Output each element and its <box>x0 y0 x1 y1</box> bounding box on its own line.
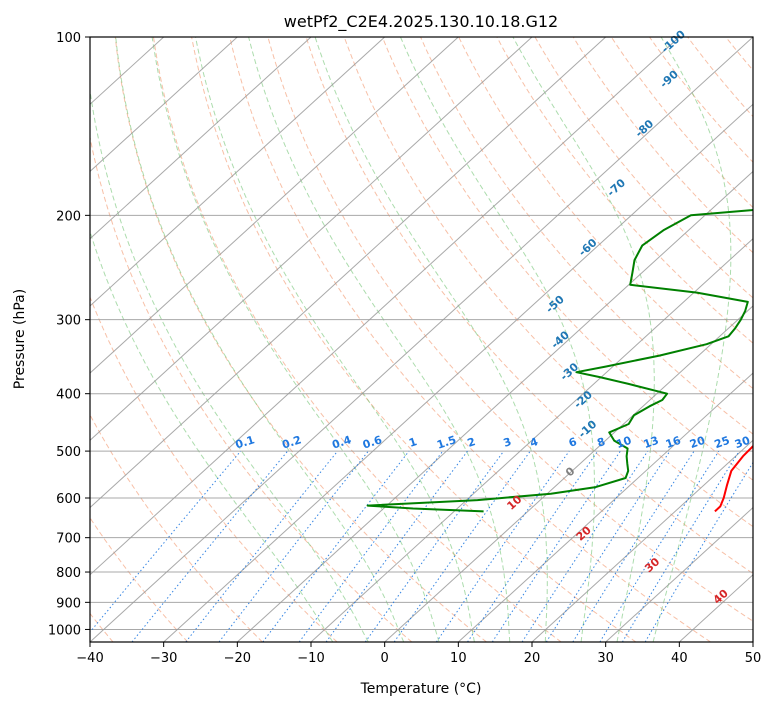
mixing-ratio-label: 25 <box>713 434 732 451</box>
dry-adiabat-line <box>343 37 753 528</box>
mixing-ratio-label: 13 <box>642 434 661 451</box>
y-tick-label: 700 <box>56 532 81 547</box>
dry-adiabat-line <box>90 295 338 642</box>
chart-title: wetPf2_C2E4.2025.130.10.18.G12 <box>284 12 558 32</box>
y-tick-label: 800 <box>56 566 81 581</box>
sounding-profiles <box>366 208 753 513</box>
y-tick-label: 200 <box>56 209 81 224</box>
mixing-ratio-label: 8 <box>595 435 607 450</box>
x-tick-label: 50 <box>745 651 762 666</box>
temperature-line <box>714 444 753 513</box>
mixing-ratio-line <box>621 450 740 642</box>
plot-frame <box>89 36 754 643</box>
x-tick-label: −20 <box>224 651 251 666</box>
isotherm-line <box>90 37 312 240</box>
dry-adiabat-line <box>90 413 263 642</box>
mixing-ratio-label: 0.1 <box>234 433 257 451</box>
mixing-ratio-label: 20 <box>688 434 707 452</box>
isotherm-line <box>90 37 533 442</box>
dry-adiabat-line <box>420 37 753 435</box>
y-tick-label: 100 <box>56 31 81 46</box>
mixing-ratio-line <box>545 450 671 642</box>
y-tick-label: 300 <box>56 314 81 329</box>
background-lines <box>90 37 753 642</box>
mixing-ratio-label: 6 <box>567 435 579 450</box>
isotherm-line <box>457 372 753 642</box>
mixing-ratio-label: 1.5 <box>435 433 458 451</box>
y-axis-label: Pressure (hPa) <box>12 289 28 389</box>
mixing-ratio-label: 3 <box>502 435 513 450</box>
moist-adiabat-line <box>400 37 595 642</box>
dewpoint-line <box>366 208 753 513</box>
mixing-ratio-line <box>521 450 649 642</box>
x-axis-label: Temperature (°C) <box>360 681 482 697</box>
x-tick-label: 40 <box>671 651 688 666</box>
moist-adiabat-line <box>512 37 655 642</box>
mixing-ratio-label: 2 <box>466 435 477 450</box>
dry-adiabat-line <box>191 37 637 642</box>
mixing-ratio-line <box>467 450 599 642</box>
mixing-ratio-line <box>185 450 338 642</box>
moist-adiabat-line <box>195 37 475 642</box>
mixing-ratio-label: 1 <box>407 435 418 450</box>
isotherm-line <box>90 37 238 173</box>
y-tick-label: 400 <box>56 388 81 403</box>
mixing-ratio-label: 0.2 <box>280 433 303 451</box>
dry-adiabat-line <box>496 37 753 344</box>
isotherm-line <box>310 237 753 642</box>
dry-adiabat-line <box>114 37 487 642</box>
isotherm-line <box>90 37 459 374</box>
isotherm-line <box>90 37 607 509</box>
mixing-ratio-line <box>262 450 410 642</box>
x-tick-label: −40 <box>76 651 103 666</box>
dry-adiabat-line <box>229 37 711 642</box>
isotherm-line <box>90 37 386 307</box>
axes-ticks: −40 −30 −20 −10 0 10 20 30 40 5010020030040050060… <box>48 31 761 666</box>
x-tick-label: 20 <box>524 651 541 666</box>
isotherm-line <box>236 170 753 642</box>
y-tick-label: 1000 <box>48 623 81 638</box>
moist-adiabat-line <box>248 37 511 642</box>
x-tick-label: −30 <box>150 651 177 666</box>
x-tick-label: −10 <box>297 651 324 666</box>
mixing-ratio-line <box>393 450 531 642</box>
dry-adiabat-line <box>267 37 753 622</box>
isotherm-line <box>384 305 753 642</box>
moist-adiabat-line <box>652 37 732 642</box>
mixing-ratio-line <box>325 450 468 642</box>
isotherm-line <box>531 439 753 642</box>
mixing-ratio-line <box>435 450 570 642</box>
mixing-ratio-line <box>131 450 288 642</box>
mixing-ratio-line <box>90 450 242 633</box>
moist-adiabat-line <box>314 37 548 642</box>
x-tick-label: 10 <box>450 651 467 666</box>
dry-adiabat-line <box>305 37 753 575</box>
moist-adiabat-line <box>115 37 405 642</box>
mixing-ratio-line <box>298 450 444 642</box>
isotherm-line <box>605 506 753 642</box>
y-tick-label: 600 <box>56 492 81 507</box>
mixing-ratio-label: 30 <box>733 434 752 452</box>
isotherm-line <box>163 103 753 642</box>
x-tick-label: 30 <box>597 651 614 666</box>
isotherm-line <box>90 37 753 642</box>
y-tick-label: 900 <box>56 596 81 611</box>
mixing-ratio-line <box>364 450 505 642</box>
mixing-ratio-label: 16 <box>664 434 683 452</box>
mixing-ratio-label: 10 <box>614 434 633 451</box>
y-tick-label: 500 <box>56 445 81 460</box>
mixing-ratio-line <box>491 450 621 642</box>
moist-adiabat-line <box>90 230 334 642</box>
moist-adiabat-line <box>151 37 440 642</box>
mixing-ratio-label: 0.4 <box>330 433 353 451</box>
mixing-ratio-label: 0.6 <box>361 433 384 451</box>
mixing-ratio-line <box>572 450 695 642</box>
x-tick-label: 0 <box>381 651 389 666</box>
moist-adiabat-line <box>90 86 369 642</box>
isotherm-line <box>90 37 680 576</box>
mixing-ratio-label: 4 <box>528 435 540 450</box>
dry-adiabat-line <box>534 37 753 299</box>
